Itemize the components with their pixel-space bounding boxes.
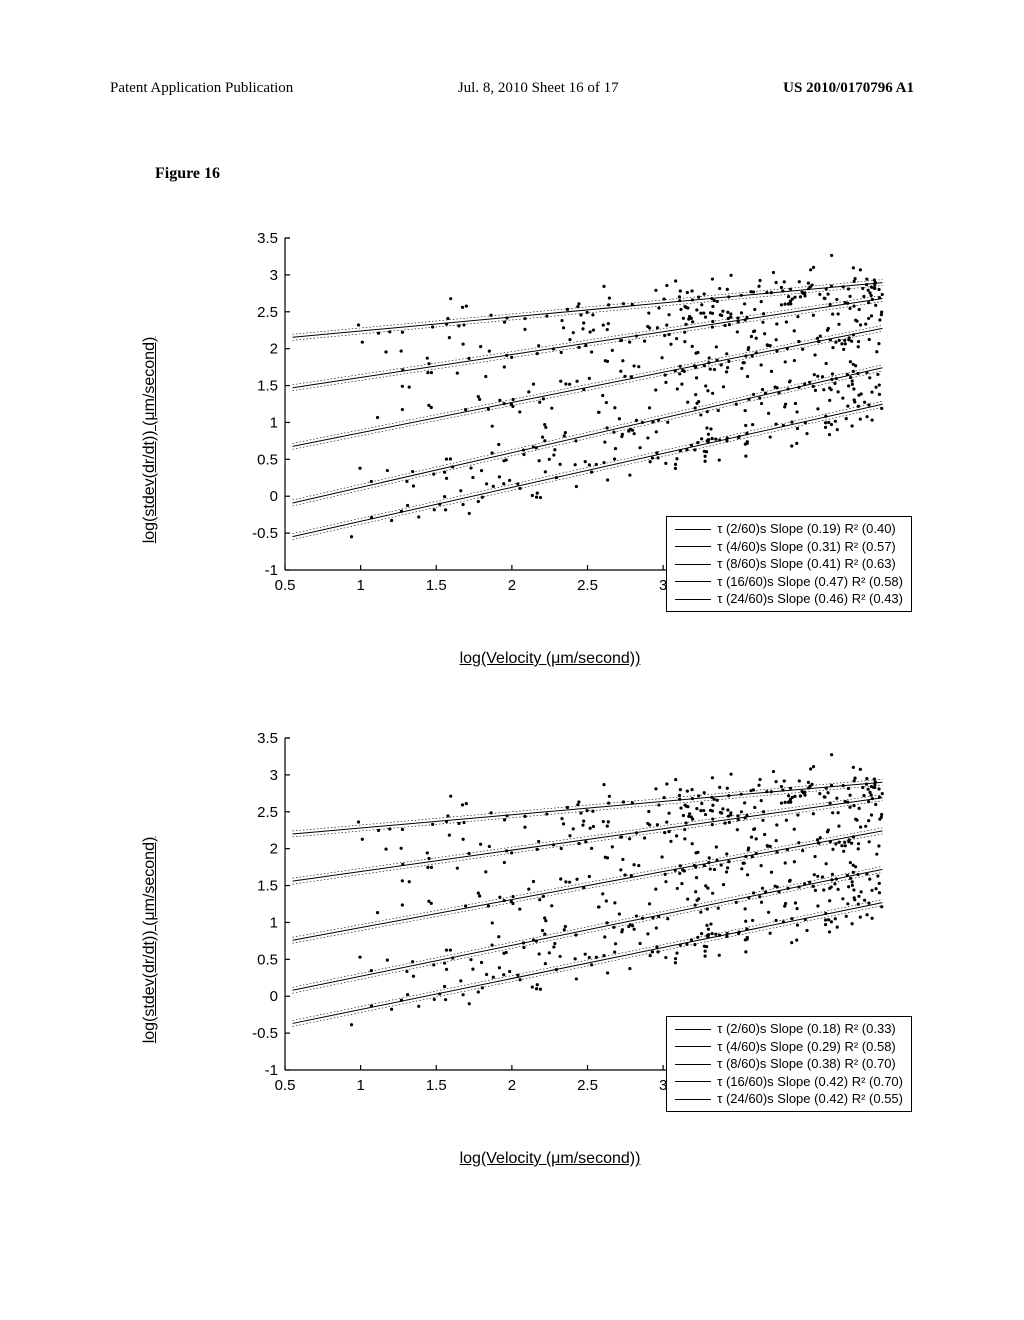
legend-line-icon (675, 1099, 711, 1100)
y-axis-label: log(stdev(dr/dt)) (μm/second) (141, 837, 159, 1044)
svg-text:3: 3 (270, 267, 278, 284)
legend-text: τ (4/60)s Slope (0.29) R² (0.58) (717, 1038, 896, 1056)
x-axis-label: log(Velocity (μm/second)) (460, 650, 641, 668)
header-right: US 2010/0170796 A1 (783, 80, 914, 97)
legend-line-icon (675, 1064, 711, 1065)
svg-text:1.5: 1.5 (257, 378, 278, 395)
svg-text:3: 3 (270, 767, 278, 784)
svg-text:2.5: 2.5 (577, 1077, 598, 1094)
legend-line-icon (675, 564, 711, 565)
legend-text: τ (24/60)s Slope (0.46) R² (0.43) (717, 590, 903, 608)
legend-row: τ (2/60)s Slope (0.18) R² (0.33) (675, 1020, 903, 1038)
svg-text:1: 1 (356, 577, 364, 594)
legend-line-icon (675, 599, 711, 600)
header-left: Patent Application Publication (110, 80, 293, 97)
figure-label: Figure 16 (155, 165, 220, 183)
legend-text: τ (8/60)s Slope (0.41) R² (0.63) (717, 555, 896, 573)
legend-line-icon (675, 529, 711, 530)
legend-text: τ (24/60)s Slope (0.42) R² (0.55) (717, 1090, 903, 1108)
legend-row: τ (4/60)s Slope (0.29) R² (0.58) (675, 1038, 903, 1056)
svg-text:2.5: 2.5 (257, 804, 278, 821)
svg-text:1.5: 1.5 (257, 878, 278, 895)
svg-text:2.5: 2.5 (577, 577, 598, 594)
svg-text:1: 1 (270, 914, 278, 931)
svg-text:1: 1 (356, 1077, 364, 1094)
legend-row: τ (16/60)s Slope (0.47) R² (0.58) (675, 573, 903, 591)
legend-row: τ (2/60)s Slope (0.19) R² (0.40) (675, 520, 903, 538)
legend-line-icon (675, 1081, 711, 1082)
svg-text:-0.5: -0.5 (252, 525, 278, 542)
legend-row: τ (8/60)s Slope (0.38) R² (0.70) (675, 1055, 903, 1073)
svg-text:2: 2 (270, 341, 278, 358)
legend-line-icon (675, 1029, 711, 1030)
legend-bottom: τ (2/60)s Slope (0.18) R² (0.33)τ (4/60)… (666, 1016, 912, 1112)
y-axis-label: log(stdev(dr/dt)) (μm/second) (141, 337, 159, 544)
legend-text: τ (8/60)s Slope (0.38) R² (0.70) (717, 1055, 896, 1073)
svg-text:2: 2 (508, 1077, 516, 1094)
svg-text:0: 0 (270, 988, 278, 1005)
svg-text:0.5: 0.5 (257, 451, 278, 468)
svg-text:0: 0 (270, 488, 278, 505)
svg-text:1.5: 1.5 (426, 577, 447, 594)
legend-row: τ (24/60)s Slope (0.46) R² (0.43) (675, 590, 903, 608)
legend-text: τ (16/60)s Slope (0.42) R² (0.70) (717, 1073, 903, 1091)
chart-bottom: log(stdev(dr/dt)) (μm/second) -1-0.500.5… (180, 720, 920, 1160)
svg-text:-0.5: -0.5 (252, 1025, 278, 1042)
legend-text: τ (2/60)s Slope (0.19) R² (0.40) (717, 520, 896, 538)
legend-row: τ (8/60)s Slope (0.41) R² (0.63) (675, 555, 903, 573)
svg-text:2.5: 2.5 (257, 304, 278, 321)
page-header: Patent Application Publication Jul. 8, 2… (110, 80, 914, 97)
legend-line-icon (675, 546, 711, 547)
legend-top: τ (2/60)s Slope (0.19) R² (0.40)τ (4/60)… (666, 516, 912, 612)
legend-row: τ (24/60)s Slope (0.42) R² (0.55) (675, 1090, 903, 1108)
header-mid: Jul. 8, 2010 Sheet 16 of 17 (458, 80, 619, 97)
legend-line-icon (675, 581, 711, 582)
legend-text: τ (4/60)s Slope (0.31) R² (0.57) (717, 538, 896, 556)
chart-top: log(stdev(dr/dt)) (μm/second) -1-0.500.5… (180, 220, 920, 660)
svg-text:3.5: 3.5 (257, 730, 278, 747)
legend-row: τ (4/60)s Slope (0.31) R² (0.57) (675, 538, 903, 556)
svg-text:0.5: 0.5 (257, 951, 278, 968)
svg-text:1: 1 (270, 414, 278, 431)
svg-text:3.5: 3.5 (257, 230, 278, 247)
x-axis-label: log(Velocity (μm/second)) (460, 1150, 641, 1168)
svg-text:1.5: 1.5 (426, 1077, 447, 1094)
legend-text: τ (16/60)s Slope (0.47) R² (0.58) (717, 573, 903, 591)
legend-row: τ (16/60)s Slope (0.42) R² (0.70) (675, 1073, 903, 1091)
svg-text:0.5: 0.5 (275, 1077, 296, 1094)
svg-text:0.5: 0.5 (275, 577, 296, 594)
svg-text:2: 2 (270, 841, 278, 858)
legend-line-icon (675, 1046, 711, 1047)
legend-text: τ (2/60)s Slope (0.18) R² (0.33) (717, 1020, 896, 1038)
svg-text:2: 2 (508, 577, 516, 594)
